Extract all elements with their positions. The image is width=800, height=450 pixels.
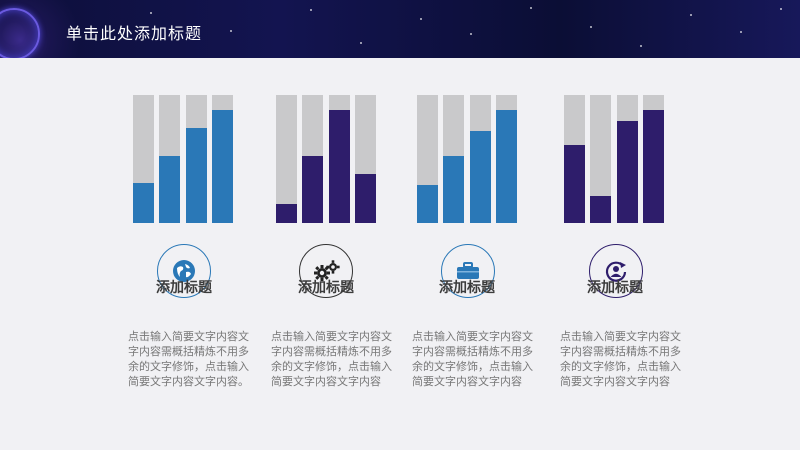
bar-track xyxy=(159,95,180,223)
card-title-4: 添加标题 xyxy=(587,280,643,296)
bar-track xyxy=(133,95,154,223)
bar-fill xyxy=(302,156,323,223)
bar-fill xyxy=(643,110,664,223)
bar-fill xyxy=(133,183,154,223)
bar-fill xyxy=(329,110,350,223)
card-desc-1: 点击输入简要文字内容文字内容需概括精炼不用多余的文字修饰，点击输入简要文字内容文… xyxy=(128,330,249,388)
bar-track xyxy=(186,95,207,223)
bar-group-2 xyxy=(276,95,386,223)
bar-track xyxy=(276,95,297,223)
bar-track xyxy=(617,95,638,223)
bar-track xyxy=(470,95,491,223)
bar-fill xyxy=(186,128,207,223)
refresh-user-icon[interactable] xyxy=(589,244,643,298)
bar-track xyxy=(355,95,376,223)
bar-fill xyxy=(417,184,438,223)
card-title-2: 添加标题 xyxy=(298,280,354,296)
bar-fill xyxy=(159,156,180,223)
bar-fill xyxy=(276,203,297,223)
bar-fill xyxy=(496,110,517,223)
bar-track xyxy=(590,95,611,223)
bar-fill xyxy=(443,156,464,223)
bar-track xyxy=(643,95,664,223)
card-title-3: 添加标题 xyxy=(439,280,495,296)
bar-fill xyxy=(617,120,638,223)
bar-track xyxy=(212,95,233,223)
bar-track xyxy=(443,95,464,223)
briefcase-icon[interactable] xyxy=(441,244,495,298)
bar-fill xyxy=(590,196,611,223)
card-desc-3: 点击输入简要文字内容文字内容需概括精炼不用多余的文字修饰，点击输入简要文字内容文… xyxy=(412,330,533,388)
page-title[interactable]: 单击此处添加标题 xyxy=(66,24,203,43)
card-desc-4: 点击输入简要文字内容文字内容需概括精炼不用多余的文字修饰，点击输入简要文字内容文… xyxy=(560,330,681,388)
bar-fill xyxy=(212,110,233,223)
planet-icon xyxy=(0,8,40,58)
bar-group-1 xyxy=(133,95,243,223)
gears-icon[interactable] xyxy=(299,244,353,298)
bar-track xyxy=(417,95,438,223)
globe-icon[interactable] xyxy=(157,244,211,298)
bar-group-4 xyxy=(564,95,674,223)
bar-track xyxy=(564,95,585,223)
card-desc-2: 点击输入简要文字内容文字内容需概括精炼不用多余的文字修饰，点击输入简要文字内容文… xyxy=(271,330,392,388)
bar-fill xyxy=(470,130,491,223)
bar-fill xyxy=(355,174,376,223)
card-title-1: 添加标题 xyxy=(156,280,212,296)
bar-track xyxy=(496,95,517,223)
bar-group-3 xyxy=(417,95,527,223)
bar-track xyxy=(302,95,323,223)
header-banner: 单击此处添加标题 xyxy=(0,0,800,58)
bar-fill xyxy=(564,144,585,223)
bar-track xyxy=(329,95,350,223)
